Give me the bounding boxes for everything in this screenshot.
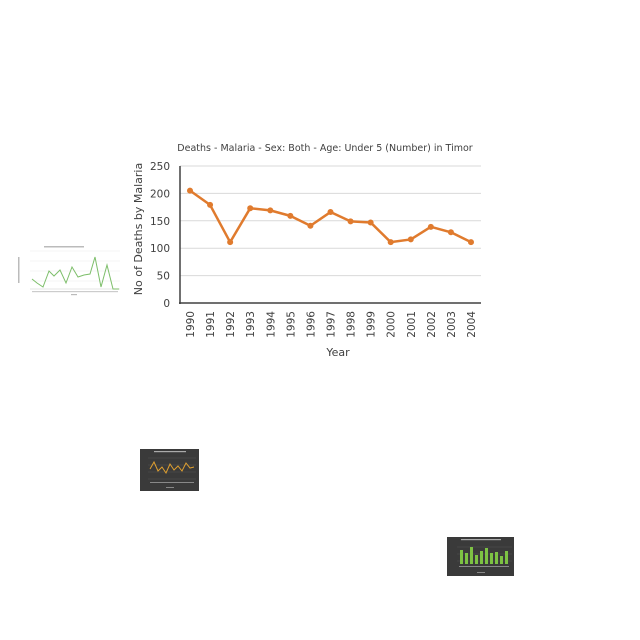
data-point bbox=[468, 239, 474, 246]
data-point bbox=[247, 205, 254, 212]
data-series bbox=[187, 187, 474, 246]
data-point bbox=[387, 239, 394, 246]
x-tick-label: 2000 bbox=[386, 311, 398, 338]
data-point bbox=[287, 212, 294, 219]
x-tick-label: 2001 bbox=[406, 311, 418, 338]
x-tick-label: 1999 bbox=[366, 311, 378, 338]
data-point bbox=[187, 187, 193, 194]
y-tick-labels: 0 50 100 150 200 250 bbox=[150, 161, 170, 310]
data-point bbox=[447, 229, 454, 236]
y-tick-label: 250 bbox=[150, 161, 170, 173]
data-point bbox=[227, 239, 234, 246]
data-point bbox=[307, 222, 314, 229]
x-tick-label: 1996 bbox=[305, 311, 317, 338]
y-tick-label: 50 bbox=[157, 271, 170, 283]
x-tick-label: 1995 bbox=[285, 311, 297, 338]
data-point bbox=[407, 236, 414, 243]
x-axis-label: Year bbox=[325, 346, 350, 359]
x-tick-label: 1992 bbox=[225, 311, 237, 338]
x-tick-label: 2004 bbox=[466, 311, 478, 338]
data-point bbox=[207, 201, 214, 208]
axes bbox=[179, 166, 481, 304]
x-tick-label: 1991 bbox=[205, 311, 217, 338]
grid-lines bbox=[180, 165, 481, 277]
series-line bbox=[189, 189, 472, 244]
data-point bbox=[347, 218, 354, 225]
x-tick-label: 1990 bbox=[185, 311, 197, 338]
x-tick-label: 2002 bbox=[426, 311, 438, 338]
x-tick-label: 1998 bbox=[346, 311, 358, 338]
x-tick-labels: 1990 1991 1992 1993 1994 1995 1996 1997 1998 1999… bbox=[185, 311, 478, 338]
x-tick-label: 1997 bbox=[326, 311, 338, 338]
x-tick-label: 1994 bbox=[265, 311, 277, 338]
y-tick-label: 200 bbox=[150, 188, 170, 200]
data-point bbox=[427, 223, 434, 230]
y-tick-label: 100 bbox=[150, 243, 170, 255]
y-axis-label: No of Deaths by Malaria bbox=[132, 163, 145, 295]
chart-title: Deaths - Malaria - Sex: Both - Age: Unde… bbox=[177, 143, 472, 154]
data-point bbox=[327, 209, 334, 216]
thumbnail-green-bar-chart bbox=[447, 537, 514, 576]
thumbnail-bars bbox=[460, 547, 508, 564]
x-tick-label: 1993 bbox=[245, 311, 257, 338]
thumbnail-green-line-chart bbox=[16, 243, 122, 297]
data-point bbox=[367, 219, 374, 226]
y-tick-label: 150 bbox=[150, 216, 170, 228]
x-tick-label: 2003 bbox=[446, 311, 458, 338]
thumbnail-line bbox=[149, 460, 195, 475]
thumbnail-orange-line-chart bbox=[140, 449, 199, 491]
thumbnail-line bbox=[31, 256, 119, 290]
y-tick-label: 0 bbox=[163, 298, 170, 310]
data-point bbox=[267, 207, 274, 214]
